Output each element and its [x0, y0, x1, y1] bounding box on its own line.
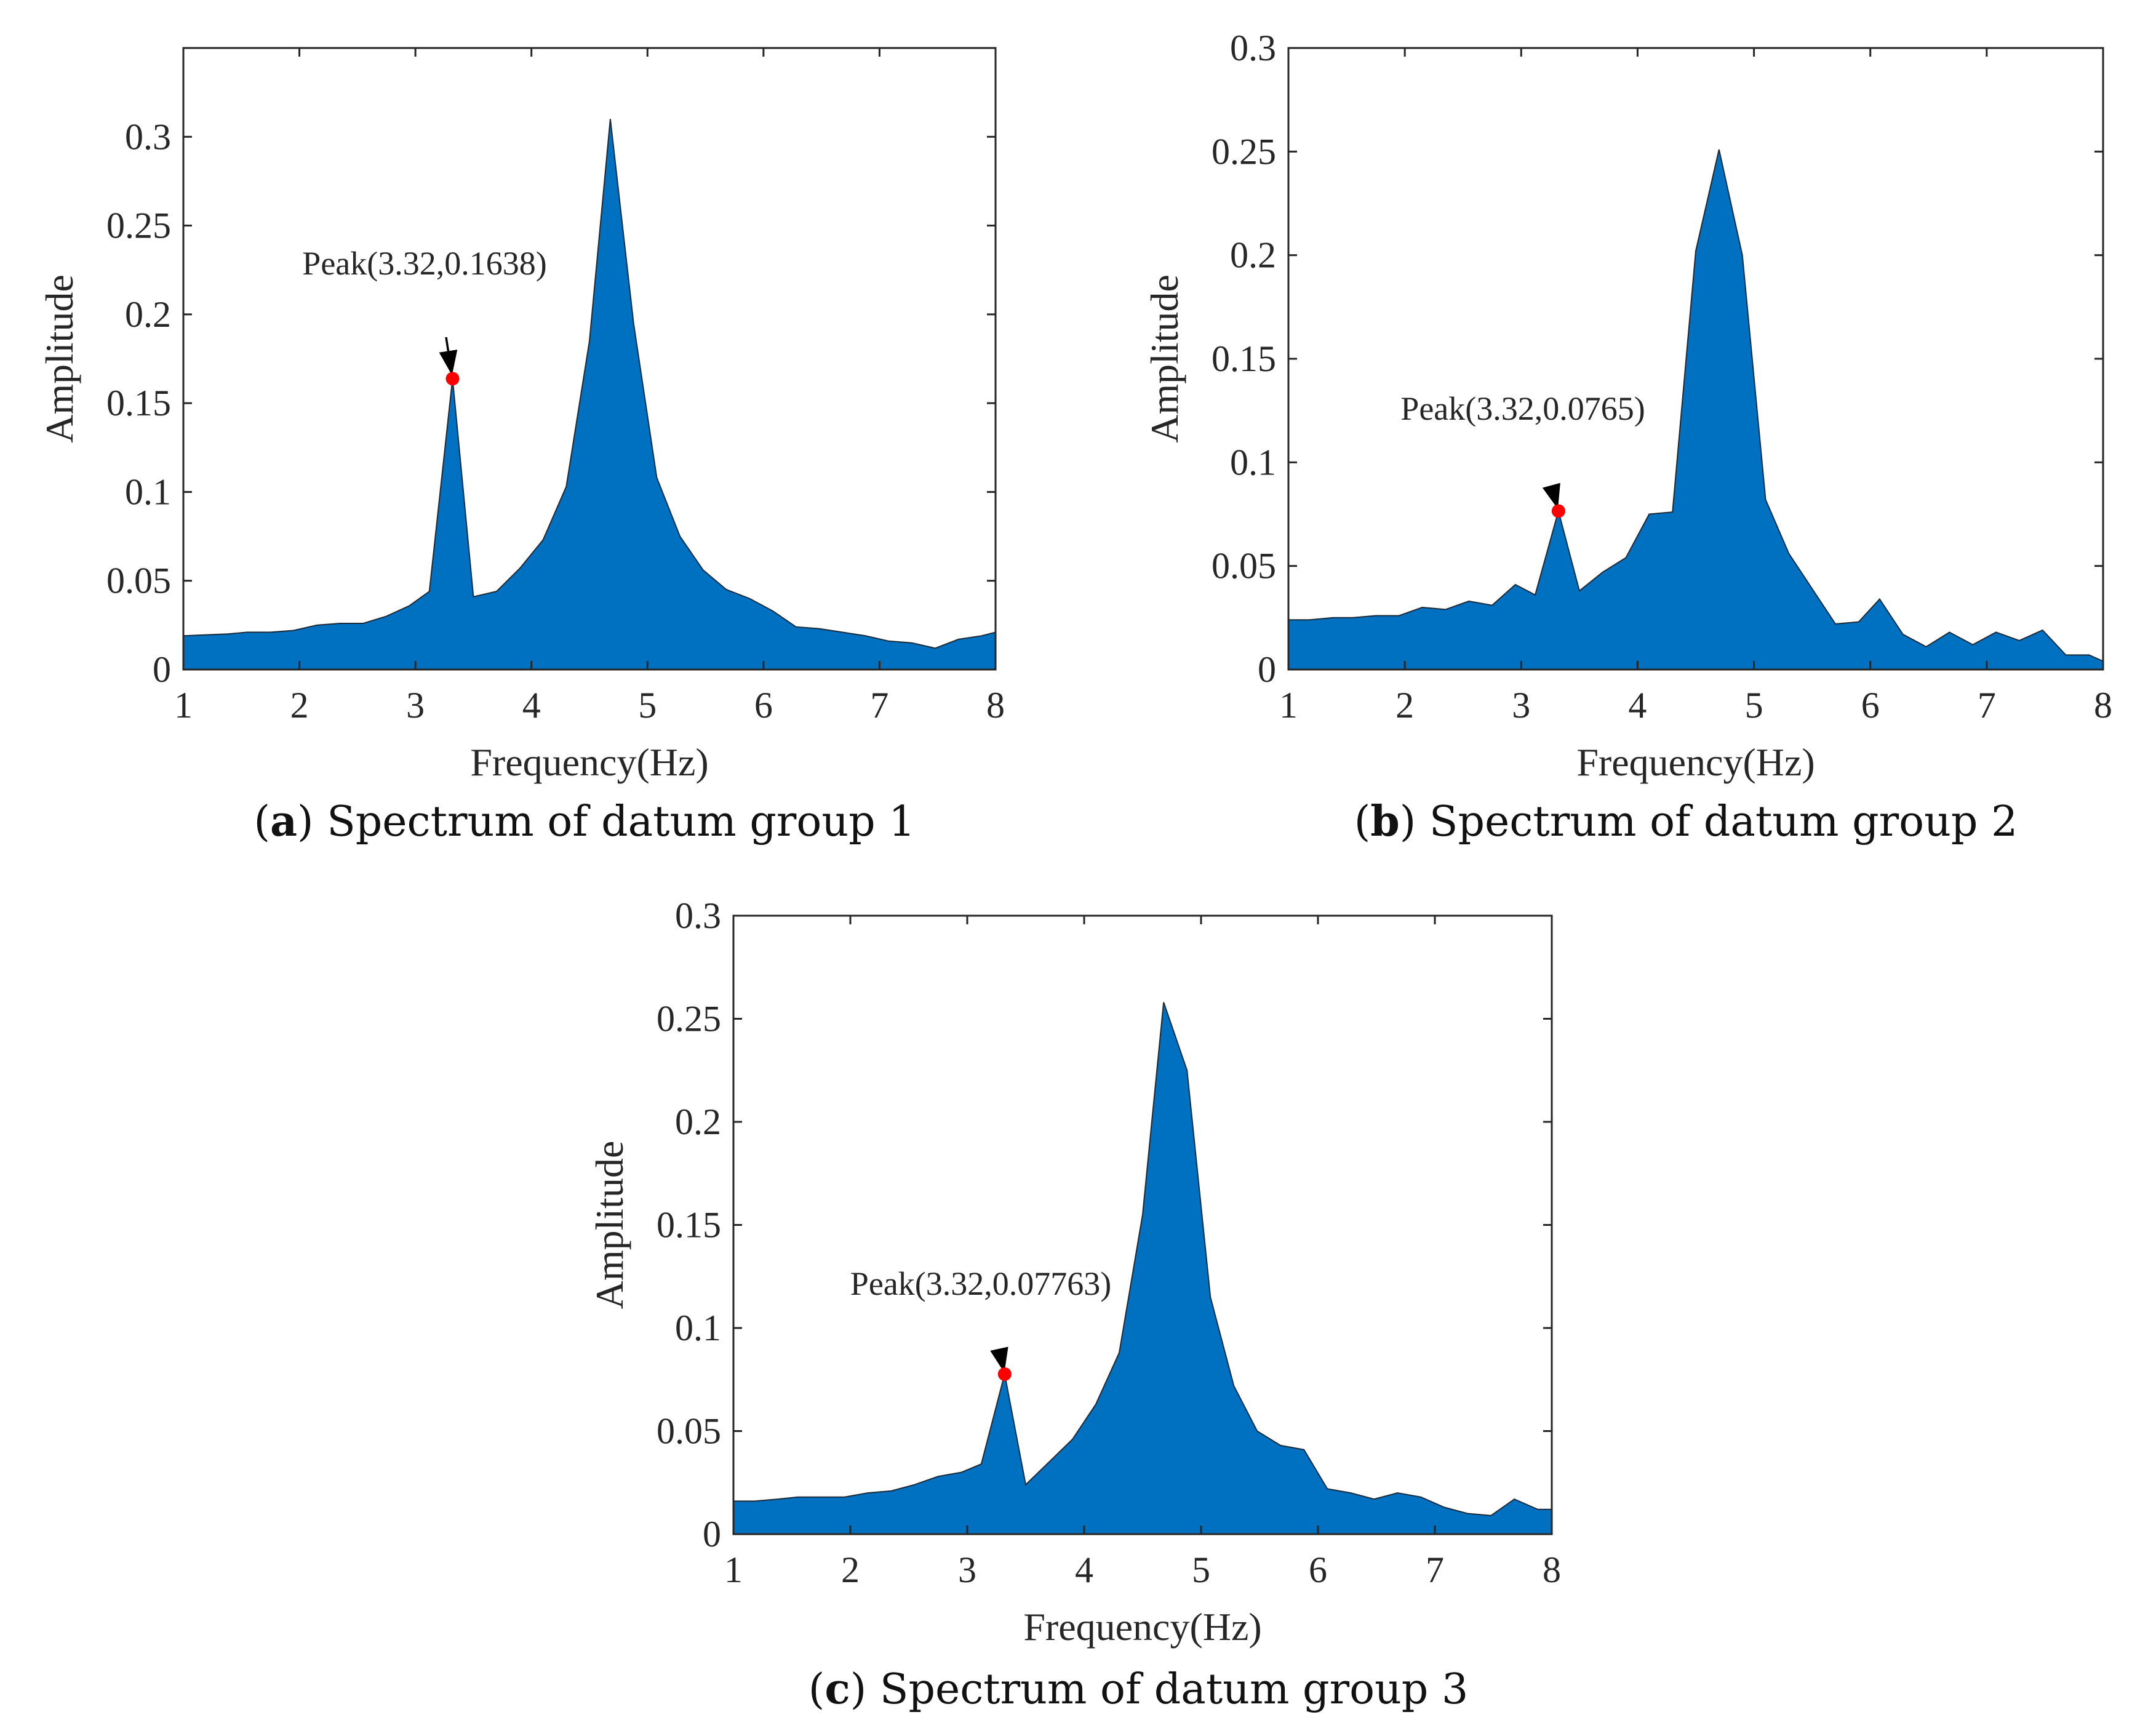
chart-c: 1 2 3 4 5 6 7 8 0 0.05 0.1 0.15 0.2 0.25 0.3 Frequency(… [588, 895, 1561, 1649]
y-tick-label-c: 0.25 [657, 999, 721, 1039]
peak-label-a: Peak(3.32,0.1638) [302, 245, 546, 282]
x-tick-label-c: 7 [1426, 1550, 1444, 1590]
caption-c-letter: c [824, 1665, 850, 1714]
x-tick-label-c: 4 [1075, 1550, 1093, 1590]
x-axis-label-c: Frequency(Hz) [1023, 1605, 1261, 1649]
spectrum-area-c [733, 1002, 1552, 1535]
x-tick-label-b: 7 [1978, 685, 1996, 726]
peak-marker-b [1551, 504, 1565, 518]
y-tick-label-a: 0 [153, 649, 171, 690]
y-tick-label-a: 0.15 [106, 383, 171, 423]
x-tick-label-a: 3 [406, 685, 425, 726]
y-tick-label-a: 0.05 [106, 561, 171, 601]
spectrum-area-b [1288, 149, 2104, 670]
y-tick-label-a: 0.3 [125, 116, 171, 157]
plot-frame-a [182, 47, 997, 671]
caption-c-text: Spectrum of datum group 3 [866, 1665, 1469, 1714]
x-tick-label-c: 5 [1192, 1550, 1210, 1590]
caption-b-text: Spectrum of datum group 2 [1416, 798, 2018, 846]
y-tick-label-c: 0.2 [675, 1102, 721, 1142]
caption-c: (c) Spectrum of datum group 3 [808, 1665, 1469, 1714]
x-tick-label-a: 5 [638, 685, 657, 726]
caption-b-letter: b [1370, 797, 1400, 846]
peak-arrow-head-a [439, 350, 458, 375]
spectrum-area-a [183, 119, 996, 670]
x-tick-label-b: 6 [1861, 685, 1880, 726]
caption-a-text: Spectrum of datum group 1 [313, 798, 916, 846]
y-tick-label-c: 0.1 [675, 1308, 721, 1348]
y-tick-label-c: 0.3 [675, 895, 721, 936]
x-axis-label-b: Frequency(Hz) [1576, 740, 1815, 784]
y-tick-label-c: 0 [703, 1514, 721, 1554]
y-tick-label-b: 0.2 [1230, 235, 1276, 276]
peak-marker-c [997, 1367, 1012, 1381]
x-tick-label-a: 8 [986, 685, 1005, 726]
peak-label-c: Peak(3.32,0.07763) [850, 1265, 1111, 1302]
x-tick-label-a: 6 [754, 685, 773, 726]
caption-b: (b) Spectrum of datum group 2 [1354, 797, 2018, 846]
x-tick-label-c: 8 [1543, 1550, 1561, 1590]
x-tick-label-b: 5 [1745, 685, 1763, 726]
peak-arrow-head-c [990, 1346, 1008, 1373]
chart-a: 1 2 3 4 5 6 7 8 0 0.05 0.1 0.15 0.2 0.25 0.3 Frequency(… [38, 47, 1005, 784]
peak-label-b: Peak(3.32,0.0765) [1400, 390, 1645, 427]
y-tick-label-b: 0.1 [1230, 442, 1276, 482]
x-tick-label-b: 1 [1279, 685, 1298, 726]
y-tick-label-a: 0.25 [106, 206, 171, 246]
x-axis-label-a: Frequency(Hz) [470, 740, 708, 784]
x-tick-label-b: 2 [1395, 685, 1414, 726]
y-tick-label-b: 0 [1258, 649, 1276, 690]
y-tick-label-b: 0.25 [1212, 131, 1276, 172]
y-tick-label-c: 0.05 [657, 1411, 721, 1452]
x-tick-label-c: 1 [724, 1550, 743, 1590]
peak-marker-a [445, 372, 460, 386]
x-tick-label-b: 3 [1512, 685, 1530, 726]
x-tick-label-c: 3 [958, 1550, 976, 1590]
y-tick-label-c: 0.15 [657, 1205, 721, 1246]
y-tick-label-b: 0.3 [1230, 28, 1276, 68]
x-tick-label-b: 8 [2094, 685, 2112, 726]
x-tick-label-a: 2 [290, 685, 309, 726]
y-tick-label-a: 0.2 [125, 294, 171, 335]
y-tick-label-b: 0.05 [1212, 546, 1276, 586]
x-tick-label-b: 4 [1628, 685, 1647, 726]
y-tick-label-a: 0.1 [125, 471, 171, 512]
chart-b: 1 2 3 4 5 6 7 8 0 0.05 0.1 0.15 0.2 0.25 0.3 Frequency(… [1143, 28, 2112, 784]
y-axis-label-c: Amplitude [588, 1141, 631, 1310]
y-axis-label-a: Amplitude [38, 274, 81, 443]
x-tick-label-c: 2 [841, 1550, 860, 1590]
y-axis-label-b: Amplitude [1143, 274, 1186, 443]
x-tick-label-a: 1 [174, 685, 193, 726]
x-tick-label-a: 4 [522, 685, 541, 726]
peak-arrow-head-b [1542, 482, 1560, 510]
y-tick-label-b: 0.15 [1212, 338, 1276, 379]
caption-a: (a) Spectrum of datum group 1 [254, 797, 916, 846]
caption-a-letter: a [270, 797, 298, 846]
x-tick-label-c: 6 [1309, 1550, 1327, 1590]
x-tick-label-a: 7 [870, 685, 888, 726]
